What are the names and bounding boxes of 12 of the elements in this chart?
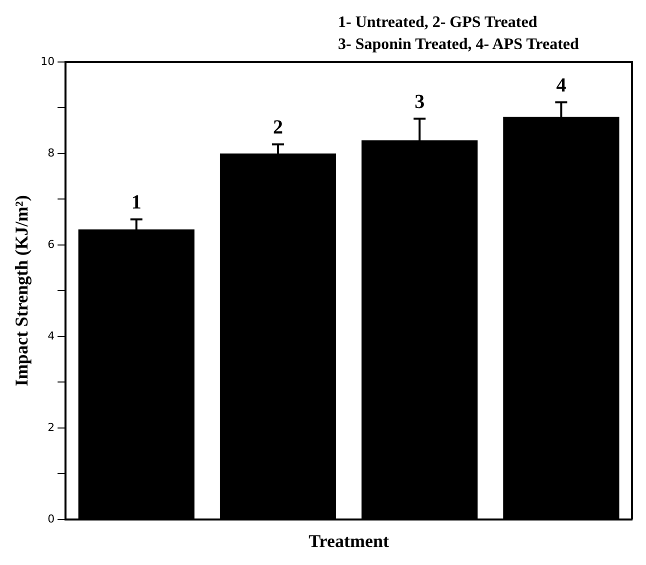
y-tick-label: 0 [48, 512, 55, 526]
y-tick-label: 6 [48, 238, 55, 251]
text: 1- Untreated, 2- GPS Treated [338, 13, 538, 33]
x-tick-label: 1 [131, 192, 142, 214]
y-tick-label: 10 [40, 54, 55, 68]
y-tick-label: 2 [48, 420, 55, 434]
y-tick-label: 8 [48, 146, 55, 160]
y-tick-label: 4 [48, 329, 55, 342]
text: 3- Saponin Treated, 4- APS Treated [338, 35, 579, 55]
x-axis-title: Treatment [308, 530, 389, 551]
y-axis-title: Impact Strength (KJ/m²) [11, 195, 32, 386]
x-tick-label: 3 [414, 90, 425, 113]
